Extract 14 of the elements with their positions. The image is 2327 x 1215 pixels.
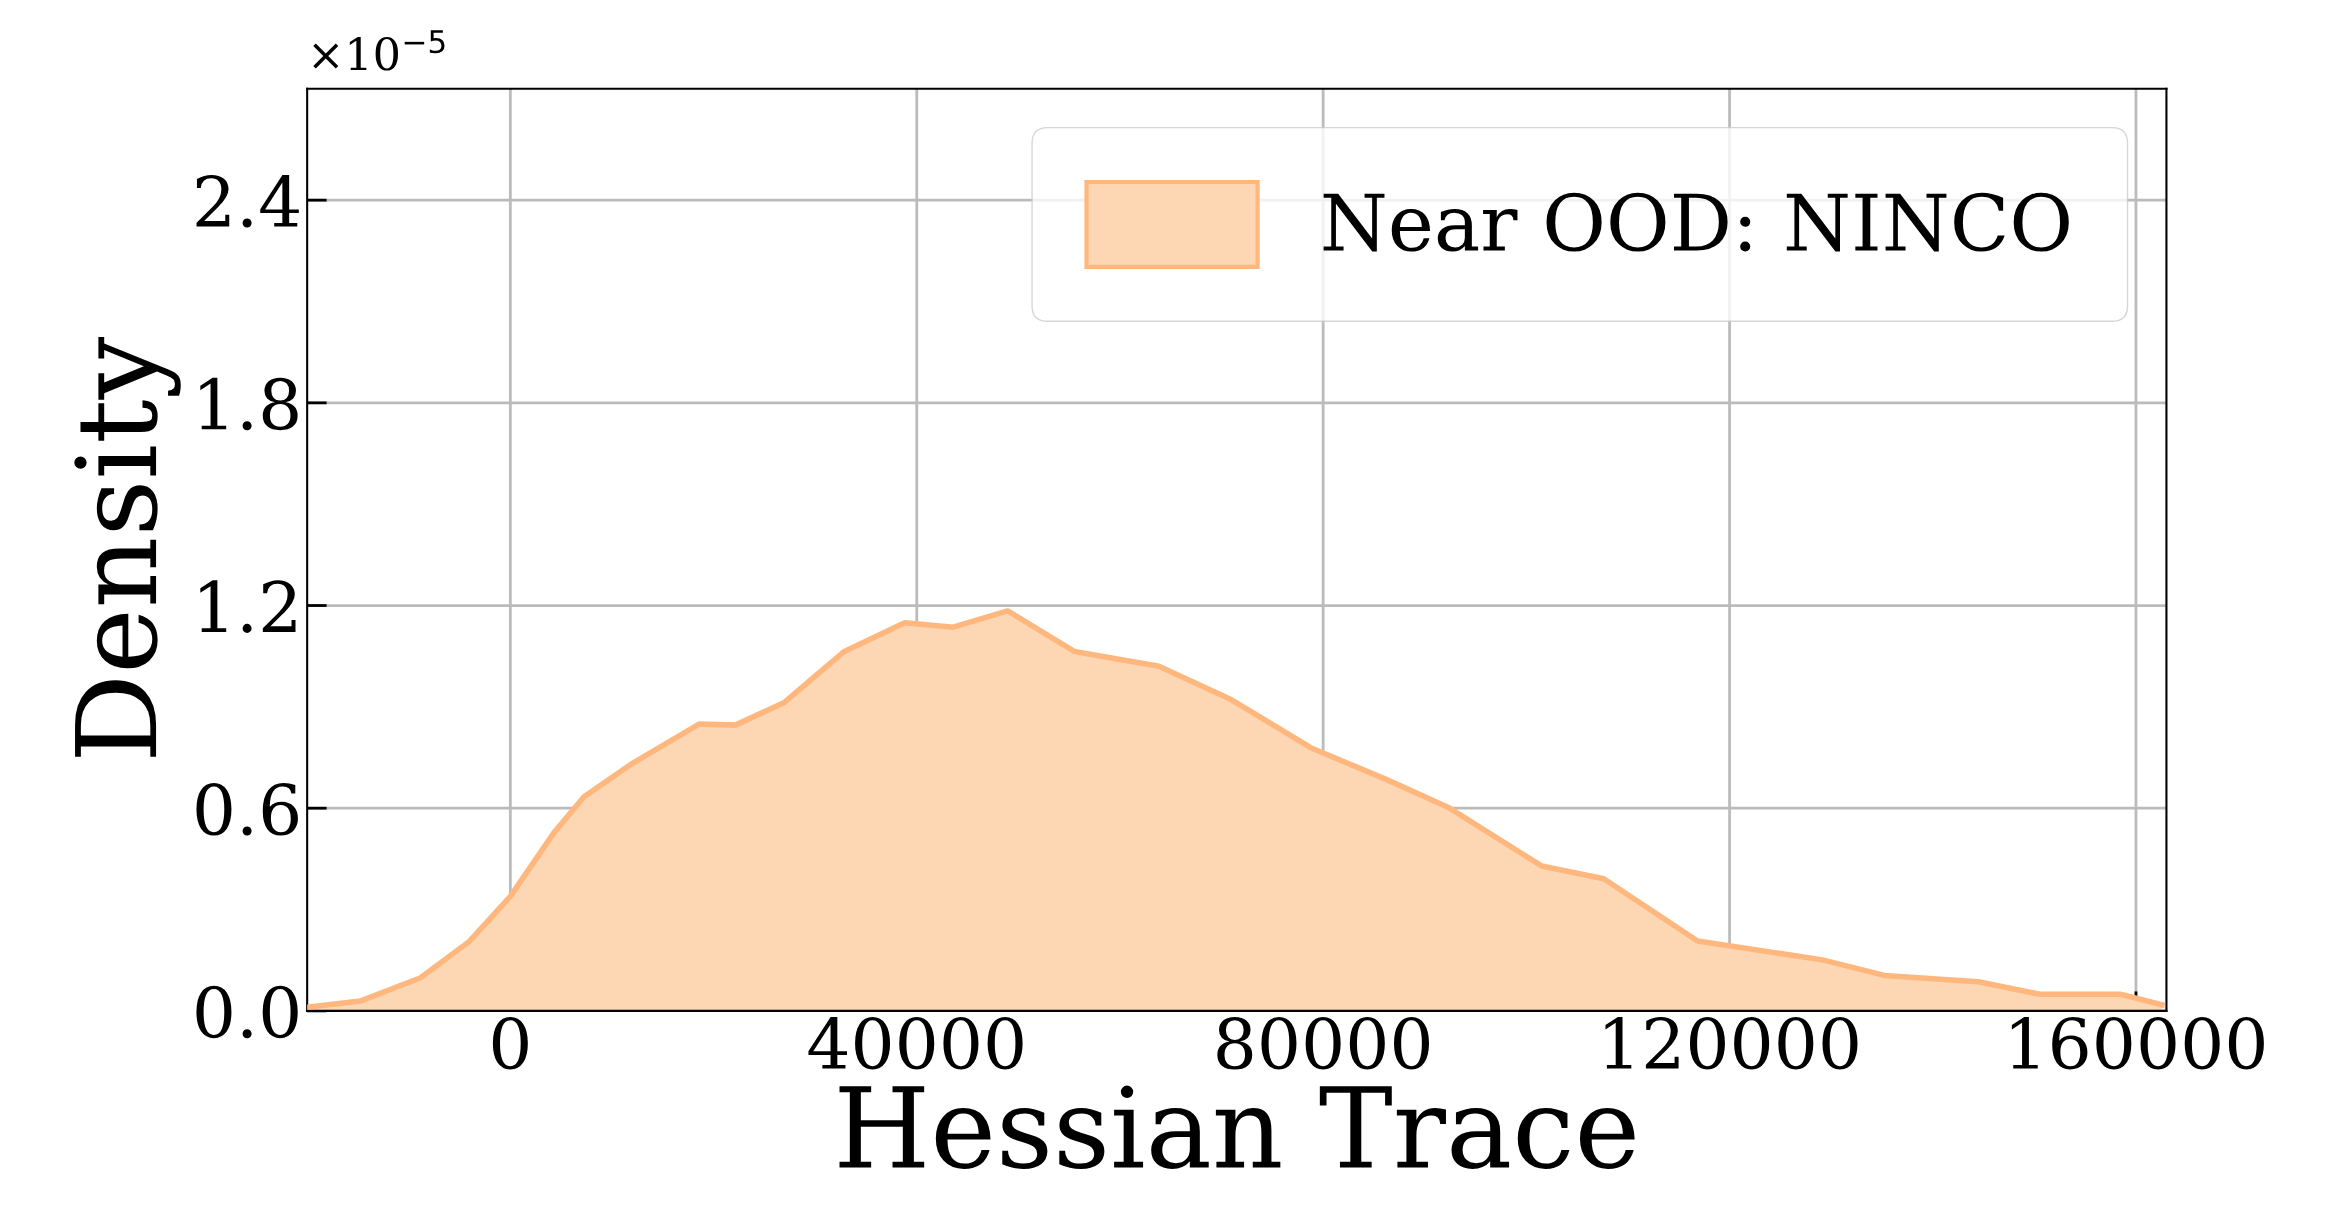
text: ×10$^{−5}$	[313, 30, 445, 71]
y-tick-label: 0.6	[196, 783, 298, 836]
x-tick-label: 80000	[1217, 1016, 1429, 1070]
y-axis-title: Density	[74, 336, 181, 757]
y-tick-label: 0.0	[196, 985, 298, 1039]
y-tick-label: 1.2	[200, 580, 296, 633]
x-axis-title: Hessian Trace	[839, 1085, 1635, 1169]
y-tick-label: 1.8	[200, 377, 298, 431]
x-tick-label: 0	[492, 1016, 528, 1070]
x-tick-label: 160000	[2011, 1016, 2264, 1070]
x-tick-label: 40000	[808, 1016, 1023, 1070]
x-tick-label: 120000	[1605, 1016, 1858, 1070]
y-tick-label: 2.4	[196, 175, 299, 228]
legend-label: Near OOD: NINCO	[1323, 192, 2069, 252]
